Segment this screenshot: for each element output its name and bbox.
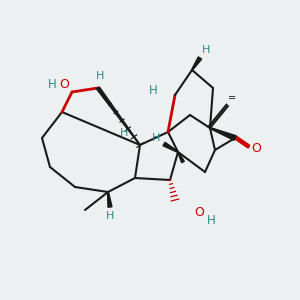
Polygon shape <box>210 128 236 140</box>
Text: =: = <box>228 93 236 103</box>
Text: H: H <box>106 211 114 221</box>
Text: H: H <box>207 214 215 226</box>
Text: H: H <box>96 71 104 81</box>
Text: O: O <box>194 206 204 218</box>
Polygon shape <box>107 192 112 207</box>
Polygon shape <box>192 57 202 70</box>
Text: H: H <box>202 45 210 55</box>
Text: H: H <box>48 77 56 91</box>
Text: O: O <box>251 142 261 155</box>
Polygon shape <box>97 87 140 145</box>
Polygon shape <box>178 152 184 163</box>
Text: O: O <box>59 77 69 91</box>
Text: H: H <box>120 128 128 138</box>
Polygon shape <box>163 142 178 152</box>
Text: H: H <box>148 83 158 97</box>
Text: H: H <box>152 133 160 143</box>
